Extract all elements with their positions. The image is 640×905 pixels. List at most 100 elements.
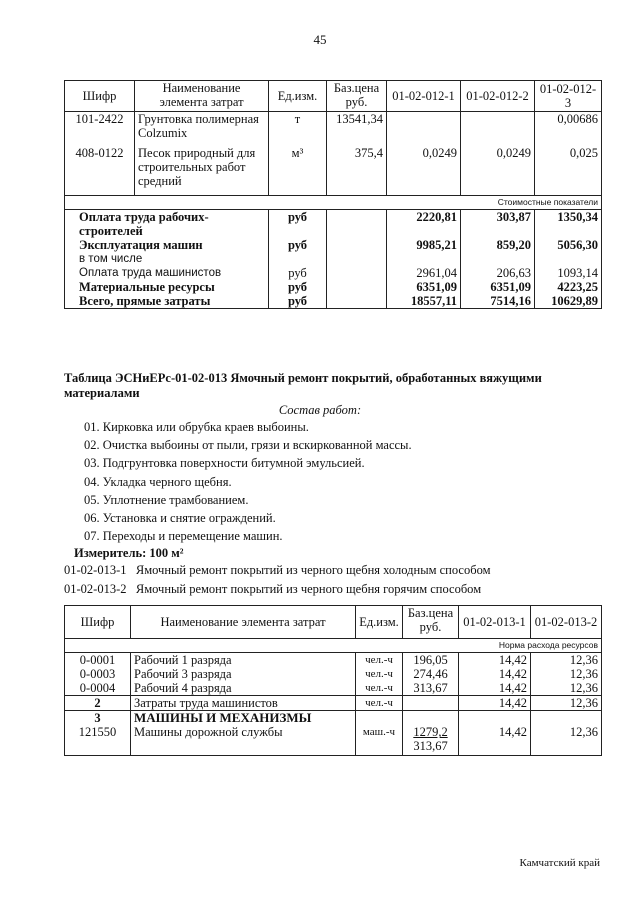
table-cell: 14,42 — [458, 725, 531, 756]
code-cell: 101-2422 — [64, 111, 135, 146]
value-cell — [460, 111, 535, 146]
table-cell: 4223,25 — [534, 280, 602, 294]
table-cell: 0-0004 — [64, 681, 131, 697]
table-cell: 0-0001 — [64, 652, 131, 668]
table-cell: 6351,09 — [386, 280, 461, 294]
table-cell: Затраты труда машинистов — [130, 695, 356, 712]
table-cell: Машины дорожной службы — [130, 725, 356, 756]
table-cell — [326, 266, 387, 280]
table-cell — [326, 294, 387, 309]
price-value: 313,67 — [413, 739, 448, 754]
table-cell: 1093,14 — [534, 266, 602, 280]
table-row: 2 Затраты труда машинистов чел.-ч 14,42 12,3… — [64, 695, 602, 712]
table-cell: МАШИНЫ И МЕХАНИЗМЫ — [130, 710, 356, 726]
table-cell: 303,87 — [460, 209, 535, 238]
table-cell: 206,63 — [460, 266, 535, 280]
table-cell: 1350,34 — [534, 209, 602, 238]
work-item: 03. Подгрунтовка поверхности битумной эм… — [84, 456, 365, 471]
table-cell — [534, 252, 602, 266]
work-title: Состав работ: — [278, 403, 362, 417]
table-row: Материальные ресурсы руб 6351,09 6351,09 422… — [64, 280, 602, 294]
work-item: 07. Переходы и перемещение машин. — [84, 529, 283, 544]
header-cell: 01-02-013-2 — [530, 605, 602, 640]
work-item: 02. Очистка выбоины от пыли, грязи и вск… — [84, 438, 412, 453]
header-cell: Наименование элемента затрат — [130, 605, 356, 640]
variant: 01-02-013-2 Ямочный ремонт покрытий из ч… — [64, 582, 482, 597]
table-cell: 274,46 — [402, 667, 459, 682]
price-cell: 13541,34 — [326, 111, 387, 146]
table-cell — [386, 252, 461, 266]
table-cell: чел.-ч — [355, 652, 403, 668]
table-cell: 5056,30 — [534, 238, 602, 252]
table-cell: Оплата труда рабочих-строителей — [64, 209, 269, 238]
header-cell: Наименование элемента затрат — [134, 80, 269, 112]
table-cell: 10629,89 — [534, 294, 602, 309]
table-cell: Рабочий 3 разряда — [130, 667, 356, 682]
table-cell: 1279,2 313,67 — [402, 725, 459, 756]
header-cell: Ед.изм. — [355, 605, 403, 640]
unit-cell: т — [268, 111, 327, 146]
work-item: 04. Укладка черного щебня. — [84, 474, 232, 489]
table-cell — [268, 252, 327, 266]
footer-region: Камчатский край — [519, 857, 600, 869]
table-row: в том числе — [64, 252, 602, 266]
table-row: Всего, прямые затраты руб 18557,11 7514,16 1… — [64, 294, 602, 309]
value-cell: 0,0249 — [460, 145, 535, 196]
value-cell: 0,00686 — [534, 111, 602, 146]
header-cell: 01-02-012-2 — [460, 80, 535, 112]
table-cell: в том числе — [64, 252, 269, 266]
table-cell: 12,36 — [530, 667, 602, 682]
table-cell: 2961,04 — [386, 266, 461, 280]
page-number: 45 — [313, 32, 327, 47]
measure: Измеритель: 100 м² — [74, 546, 184, 561]
work-item: 05. Уплотнение трамбованием. — [84, 492, 249, 507]
table-cell: Рабочий 1 разряда — [130, 652, 356, 668]
price-value: 1279,2 — [413, 725, 448, 740]
table-2: Шифр Наименование элемента затрат Ед.изм… — [64, 605, 602, 756]
table-cell: 313,67 — [402, 681, 459, 697]
table-cell — [326, 252, 387, 266]
table-cell — [402, 695, 459, 712]
table-title: Таблица ЭСНиЕРс-01-02-013 Ямочный ремонт… — [64, 371, 542, 400]
table-cell: чел.-ч — [355, 667, 403, 682]
table-cell: 0-0003 — [64, 667, 131, 682]
table-cell — [458, 710, 531, 726]
name-cell: Грунтовка полимерная Colzumix — [134, 111, 269, 146]
table-2-section: Таблица ЭСНиЕРс-01-02-013 Ямочный ремонт… — [64, 371, 604, 756]
table-cell: чел.-ч — [355, 681, 403, 697]
value-cell: 0,025 — [534, 145, 602, 196]
code-cell: 408-0122 — [64, 145, 135, 196]
table-cell: 18557,11 — [386, 294, 461, 309]
header-cell: 01-02-012-3 — [534, 80, 602, 112]
section-label: Стоимостные показатели — [64, 195, 602, 210]
name-cell: Песок природный для строительных работ с… — [134, 145, 269, 196]
table-cell: руб — [268, 238, 327, 252]
table-cell: 9985,21 — [386, 238, 461, 252]
group-row: 3 МАШИНЫ И МЕХАНИЗМЫ — [64, 710, 602, 726]
table-cell: 14,42 — [458, 695, 531, 712]
variant: 01-02-013-1 Ямочный ремонт покрытий из ч… — [64, 563, 491, 578]
table-row: 0-0004 Рабочий 4 разряда чел.-ч 313,67 14,42… — [64, 681, 602, 697]
table-cell: 2 — [64, 695, 131, 712]
price-cell: 375,4 — [326, 145, 387, 196]
table-row: Оплата труда рабочих-строителей руб 2220,8… — [64, 209, 602, 238]
table-cell: 14,42 — [458, 652, 531, 668]
table-cell: 14,42 — [458, 681, 531, 697]
table-cell: Эксплуатация машин — [64, 238, 269, 252]
table-1: Шифр Наименование элемента затрат Ед.изм… — [64, 80, 602, 309]
table-cell — [530, 710, 602, 726]
value-cell — [386, 111, 461, 146]
table-cell: 196,05 — [402, 652, 459, 668]
table-row: 0-0003 Рабочий 3 разряда чел.-ч 274,46 14,42… — [64, 667, 602, 682]
table-cell: 14,42 — [458, 667, 531, 682]
table-cell: маш.-ч — [355, 725, 403, 756]
table-cell: руб — [268, 280, 327, 294]
table-row: 408-0122 Песок природный для строительных… — [64, 145, 602, 196]
table-cell: Оплата труда машинистов — [64, 266, 269, 280]
header-cell: Баз.цена руб. — [326, 80, 387, 112]
table-cell: Всего, прямые затраты — [64, 294, 269, 309]
table-cell: 3 — [64, 710, 131, 726]
table-cell: чел.-ч — [355, 695, 403, 712]
table-cell: 12,36 — [530, 725, 602, 756]
